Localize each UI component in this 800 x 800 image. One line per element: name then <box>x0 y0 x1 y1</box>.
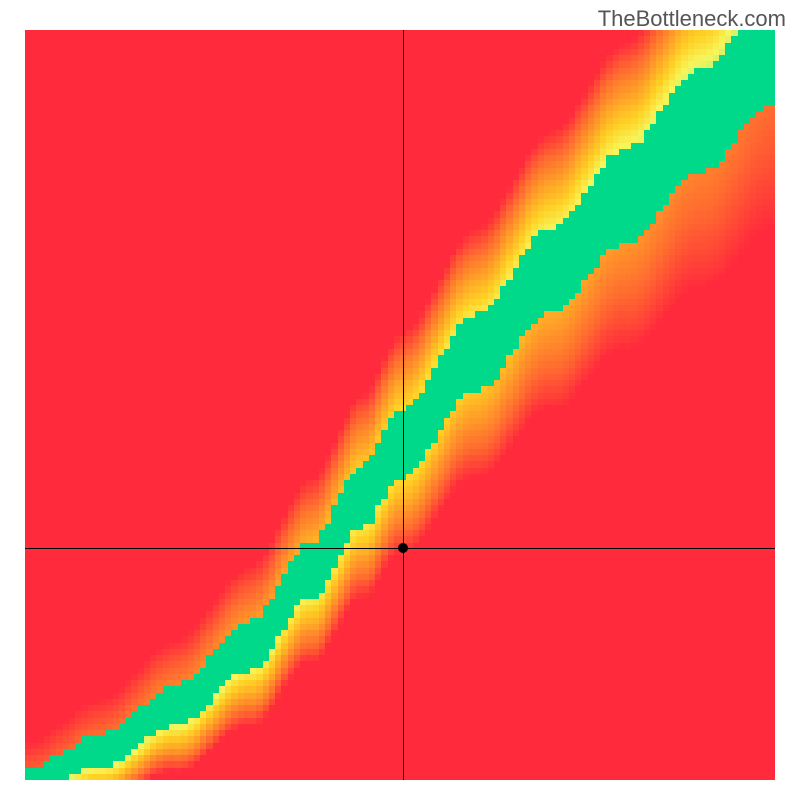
crosshair-vertical <box>403 30 404 780</box>
crosshair-dot <box>398 543 408 553</box>
heatmap-canvas <box>0 0 800 800</box>
watermark-text: TheBottleneck.com <box>598 6 786 32</box>
chart-container: TheBottleneck.com <box>0 0 800 800</box>
